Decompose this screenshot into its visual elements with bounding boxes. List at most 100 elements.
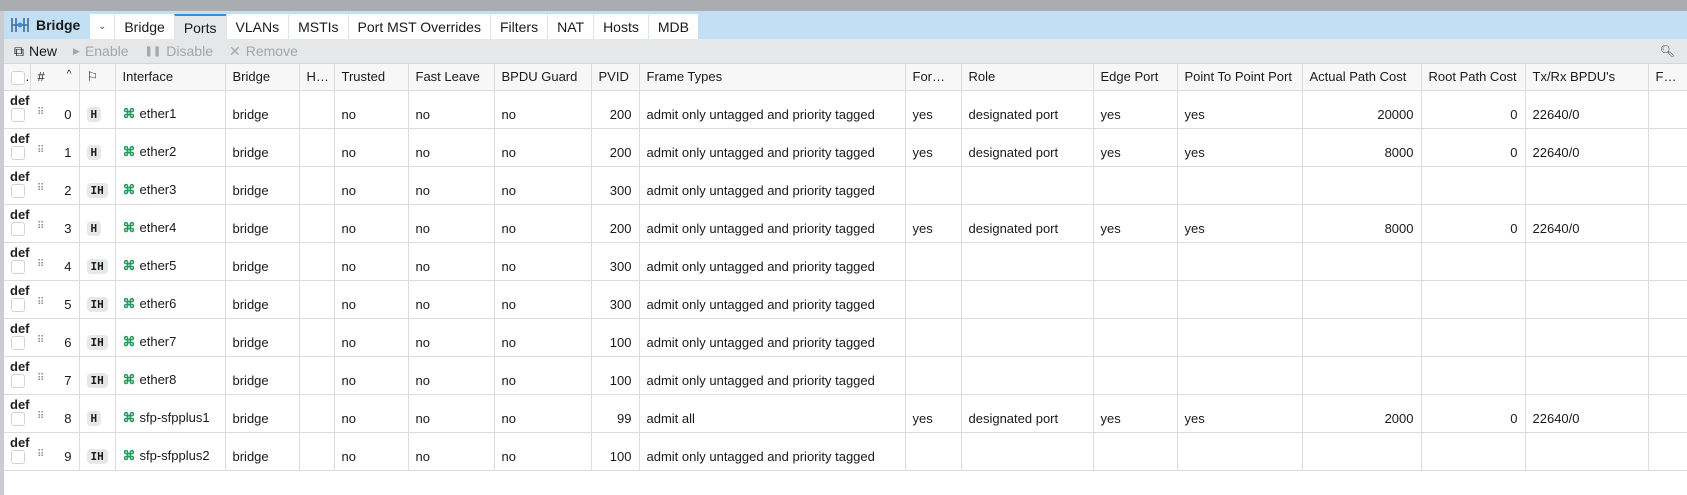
col-trusted[interactable]: Trusted: [334, 64, 409, 91]
tab-nat[interactable]: NAT: [547, 14, 594, 39]
cell-fast-leave: no: [408, 166, 495, 205]
cell-fast-leave: no: [408, 280, 495, 319]
cell-pvid: 99: [591, 394, 640, 433]
cell-interface: ⌘ ether4: [115, 204, 226, 243]
cell-txrx: 22640/0: [1525, 128, 1649, 167]
row-flags: IH: [79, 242, 116, 281]
cell-p2p: [1177, 432, 1303, 471]
cell-actual: [1302, 166, 1422, 205]
row-number: ⠿ 0: [30, 90, 80, 129]
col-role[interactable]: Role: [961, 64, 1094, 91]
chevron-down-icon[interactable]: ⌄: [90, 14, 115, 39]
col-root-path-cost[interactable]: Root Path Cost: [1421, 64, 1526, 91]
cell-ho: [299, 204, 335, 243]
row-checkbox[interactable]: defconf: [4, 204, 30, 243]
tab-bridge[interactable]: Bridge: [114, 14, 174, 39]
remove-button[interactable]: ✕ Remove: [229, 43, 298, 60]
col-fast-leave[interactable]: Fast Leave: [408, 64, 495, 91]
row-checkbox[interactable]: defconf: [4, 166, 30, 205]
row-checkbox[interactable]: defconf: [4, 90, 30, 129]
disable-button[interactable]: ❚❚ Disable: [145, 43, 213, 59]
tab-ports[interactable]: Ports: [173, 14, 226, 39]
row-flags: IH: [79, 318, 116, 357]
enable-button[interactable]: ▶ Enable: [73, 43, 129, 59]
drag-handle-icon[interactable]: ⠿: [37, 296, 45, 308]
ports-table: # ^ ⚐ Interface Bridge Ho... Trusted Fast…: [4, 64, 1687, 471]
col-txrx-bpdu[interactable]: Tx/Rx BPDU's: [1525, 64, 1649, 91]
row-checkbox[interactable]: defconf: [4, 356, 30, 395]
col-frame-types[interactable]: Frame Types: [639, 64, 906, 91]
drag-handle-icon[interactable]: ⠿: [37, 334, 45, 346]
drag-handle-icon[interactable]: ⠿: [37, 258, 45, 270]
col-number[interactable]: # ^: [30, 64, 80, 91]
drag-handle-icon[interactable]: ⠿: [37, 106, 45, 118]
cell-bpdu: no: [494, 318, 592, 357]
col-bpdu-guard[interactable]: BPDU Guard: [494, 64, 592, 91]
col-pvid[interactable]: PVID: [591, 64, 640, 91]
col-bridge[interactable]: Bridge: [225, 64, 300, 91]
cell-edge: yes: [1093, 204, 1178, 243]
cell-p2p: [1177, 318, 1303, 357]
col-p2p[interactable]: Point To Point Port: [1177, 64, 1303, 91]
row-checkbox[interactable]: defconf: [4, 318, 30, 357]
drag-handle-icon[interactable]: ⠿: [37, 372, 45, 384]
row-flags: IH: [79, 356, 116, 395]
row-number: ⠿ 5: [30, 280, 80, 319]
row-number: ⠿ 7: [30, 356, 80, 395]
interface-icon: ⌘: [122, 371, 136, 387]
disable-label: Disable: [166, 43, 213, 59]
drag-handle-icon[interactable]: ⠿: [37, 144, 45, 156]
cell-ho: [299, 166, 335, 205]
drag-handle-icon[interactable]: ⠿: [37, 410, 45, 422]
col-actual-path-cost[interactable]: Actual Path Cost: [1302, 64, 1422, 91]
row-checkbox[interactable]: defconf: [4, 128, 30, 167]
select-all-checkbox[interactable]: [4, 64, 31, 91]
cell-fwd2: [1648, 318, 1687, 357]
cell-edge: yes: [1093, 394, 1178, 433]
tab-mdb[interactable]: MDB: [647, 14, 698, 39]
interface-icon: ⌘: [122, 409, 136, 425]
row-checkbox[interactable]: defconf: [4, 280, 30, 319]
tab-port-mst-overrides[interactable]: Port MST Overrides: [347, 14, 490, 39]
table-row[interactable]: defconf⠿8H⌘sfp-sfpplus1bridgenonono99adm…: [4, 394, 1687, 433]
flag-icon[interactable]: ⚐: [79, 64, 116, 91]
flag-badge: H: [86, 410, 102, 426]
cell-pvid: 300: [591, 280, 640, 319]
drag-handle-icon[interactable]: ⠿: [37, 448, 45, 460]
cell-txrx: 22640/0: [1525, 394, 1649, 433]
col-forward-2[interactable]: Forwa: [1648, 64, 1687, 91]
cell-ho: [299, 128, 335, 167]
tab-hosts[interactable]: Hosts: [593, 14, 648, 39]
cell-ho: [299, 90, 335, 129]
col-horizon[interactable]: Ho...: [299, 64, 335, 91]
tab-vlans[interactable]: VLANs: [225, 14, 289, 39]
cell-root: [1421, 166, 1526, 205]
tab-filters[interactable]: Filters: [489, 14, 548, 39]
table-row[interactable]: defconf⠿9IH⌘sfp-sfpplus2bridgenonono100a…: [4, 432, 1687, 471]
new-button[interactable]: ⧉ New: [14, 43, 57, 60]
cell-bridge: bridge: [225, 394, 300, 433]
tab-mstis[interactable]: MSTIs: [288, 14, 348, 39]
row-checkbox[interactable]: defconf: [4, 432, 30, 471]
search-icon[interactable]: 🔍︎: [1659, 44, 1675, 58]
col-forwarding[interactable]: Forwa...: [905, 64, 962, 91]
col-edge-port[interactable]: Edge Port: [1093, 64, 1178, 91]
left-edge: [0, 11, 4, 495]
row-checkbox[interactable]: defconf: [4, 242, 30, 281]
col-interface[interactable]: Interface: [115, 64, 226, 91]
row-checkbox[interactable]: defconf: [4, 394, 30, 433]
cell-fwd2: [1648, 166, 1687, 205]
cell-bridge: bridge: [225, 432, 300, 471]
cell-bpdu: no: [494, 432, 592, 471]
drag-handle-icon[interactable]: ⠿: [37, 220, 45, 232]
cell-trusted: no: [334, 242, 409, 281]
drag-handle-icon[interactable]: ⠿: [37, 182, 45, 194]
